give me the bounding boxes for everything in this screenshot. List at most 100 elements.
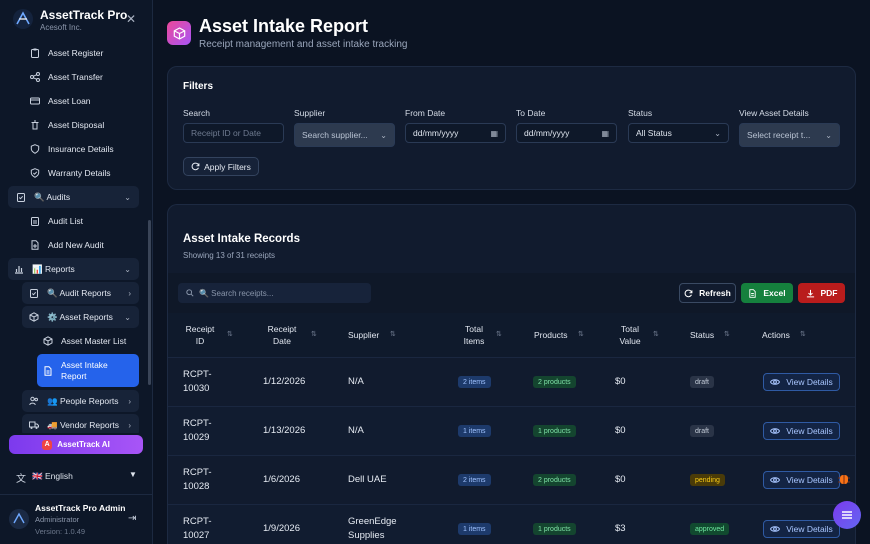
view-details-button[interactable]: View Details: [763, 373, 840, 391]
to-date-input[interactable]: dd/mm/yyyy ▦: [516, 123, 617, 143]
close-icon[interactable]: ✕: [126, 12, 137, 26]
sort-icon: ⇅: [227, 331, 233, 338]
column-header-status[interactable]: Status ⇅: [690, 329, 730, 341]
to-date-value: dd/mm/yyyy: [524, 128, 570, 138]
header-line-1: Receipt: [185, 324, 215, 334]
status-badge: draft: [690, 376, 715, 388]
supplier-cell: GreenEdge Supplies: [348, 515, 397, 543]
view-details-button[interactable]: View Details: [763, 471, 840, 489]
column-header-products[interactable]: Products ⇅: [534, 329, 584, 341]
chevron-down-icon: ⌄: [124, 264, 131, 274]
header-line-2: Value: [619, 336, 641, 346]
status-badge: pending: [690, 474, 725, 486]
supplier-value: Search supplier...: [302, 130, 368, 140]
sidebar-item-asset-register[interactable]: Asset Register: [30, 42, 142, 64]
column-header-actions[interactable]: Actions ⇅: [762, 329, 806, 341]
status-value: All Status: [636, 128, 672, 138]
pdf-label: PDF: [820, 288, 838, 298]
records-search-placeholder: 🔍 Search receipts...: [199, 288, 274, 298]
receipt-id-cell: RCPT- 10029: [183, 417, 212, 445]
bug-report-icon[interactable]: [833, 468, 855, 490]
search-input[interactable]: Receipt ID or Date: [183, 123, 284, 143]
sidebar-item-asset-master-list[interactable]: Asset Master List: [37, 330, 139, 352]
view-details-label: View Details: [786, 475, 833, 485]
column-header-receipt-id[interactable]: Receipt ID ⇅: [185, 323, 233, 347]
sidebar-item-asset-reports[interactable]: ⚙️ Asset Reports ⌄: [22, 306, 139, 328]
refresh-icon: [684, 289, 693, 297]
chevron-down-icon: ⌄: [124, 192, 131, 202]
sidebar-item-asset-intake-report[interactable]: Asset Intake Report: [37, 354, 139, 387]
sidebar-item-audit-reports[interactable]: 🔍 Audit Reports ›: [22, 282, 139, 304]
view-details-button[interactable]: View Details: [763, 520, 840, 538]
sidebar-item-add-new-audit[interactable]: Add New Audit: [30, 234, 142, 256]
table-row: RCPT- 10029 1/13/2026 N/A 1 items 1 produ…: [168, 406, 855, 455]
refresh-button[interactable]: Refresh: [679, 283, 736, 303]
search-label: Search: [183, 108, 210, 118]
column-header-total-items[interactable]: Total Items ⇅: [462, 323, 502, 347]
excel-button[interactable]: Excel: [741, 283, 793, 303]
total-value-cell: $0: [615, 474, 626, 485]
menu-icon: [842, 511, 852, 519]
chevron-right-icon: ›: [128, 396, 131, 406]
box-icon: [43, 336, 53, 346]
column-header-total-value[interactable]: Total Value ⇅: [619, 323, 658, 347]
sort-icon: ⇅: [496, 331, 502, 338]
sidebar-item-people-reports[interactable]: 👥 People Reports ›: [22, 390, 139, 412]
shield-check-icon: [30, 168, 40, 178]
supplier-select[interactable]: Search supplier... ⌄: [294, 123, 395, 147]
sidebar-item-asset-transfer[interactable]: Asset Transfer: [30, 66, 142, 88]
sidebar-scrollbar[interactable]: [148, 220, 151, 385]
floating-menu-button[interactable]: [833, 501, 861, 529]
column-header-supplier[interactable]: Supplier ⇅: [348, 329, 396, 341]
sidebar-group-audits[interactable]: 🔍 Audits ⌄: [8, 186, 139, 208]
calendar-icon[interactable]: ▦: [490, 128, 498, 138]
filters-panel: Filters Search Receipt ID or Date Suppli…: [167, 66, 856, 190]
header-line-2: Date: [273, 336, 291, 346]
sort-icon: ⇅: [390, 331, 396, 338]
receipt-id-line-2: 10028: [183, 481, 210, 492]
from-date-label: From Date: [405, 108, 446, 118]
sidebar-item-asset-disposal[interactable]: Asset Disposal: [30, 114, 142, 136]
sidebar-item-warranty-details[interactable]: Warranty Details: [30, 162, 142, 184]
view-details-button[interactable]: View Details: [763, 422, 840, 440]
sidebar-item-label: Warranty Details: [48, 168, 111, 178]
chevron-down-icon: ⌄: [825, 130, 832, 140]
chevron-down-icon: ⌄: [124, 312, 131, 322]
apply-filters-button[interactable]: Apply Filters: [183, 157, 259, 176]
clipboard-icon: [30, 289, 38, 298]
assettrack-ai-button[interactable]: A AssetTrack AI: [9, 435, 143, 454]
logout-icon[interactable]: ⇥: [128, 513, 137, 524]
records-title: Asset Intake Records: [183, 233, 300, 245]
products-badge: 2 products: [533, 474, 576, 486]
pdf-button[interactable]: PDF: [798, 283, 845, 303]
sidebar-item-insurance-details[interactable]: Insurance Details: [30, 138, 142, 160]
status-select[interactable]: All Status ⌄: [628, 123, 729, 143]
status-label: Status: [628, 108, 653, 118]
view-details-label: View Details: [786, 426, 833, 436]
total-value-cell: $0: [615, 425, 626, 436]
column-header-receipt-date[interactable]: Receipt Date ⇅: [267, 323, 317, 347]
user-panel: AssetTrack Pro Admin Administrator Versi…: [0, 494, 153, 544]
sidebar-group-reports[interactable]: 📊 Reports ⌄: [8, 258, 139, 280]
header-line-1: Total: [621, 324, 639, 334]
supplier-label: Supplier: [294, 108, 326, 118]
view-asset-details-select[interactable]: Select receipt t... ⌄: [739, 123, 840, 147]
eye-icon: [770, 379, 781, 385]
language-selector[interactable]: 文 🇬🇧 English ▼: [0, 466, 153, 486]
from-date-input[interactable]: dd/mm/yyyy ▦: [405, 123, 506, 143]
table-row: RCPT- 10030 1/12/2026 N/A 2 items 2 produ…: [168, 357, 855, 406]
receipt-id-line-1: RCPT-: [183, 369, 212, 380]
page-subtitle: Receipt management and asset intake trac…: [199, 39, 408, 50]
apply-filters-label: Apply Filters: [204, 161, 251, 172]
records-search-input[interactable]: 🔍 Search receipts...: [178, 283, 371, 303]
total-value-cell: $0: [615, 376, 626, 387]
calendar-icon[interactable]: ▦: [601, 128, 609, 138]
sidebar-item-audit-list[interactable]: Audit List: [30, 210, 142, 232]
sidebar-item-vendor-reports[interactable]: 🚚 Vendor Reports ›: [22, 414, 139, 433]
label-line-2: Report: [61, 370, 87, 381]
ai-icon: A: [42, 439, 53, 450]
brand: AssetTrack Pro Acesoft Inc. ✕: [0, 0, 153, 40]
file-text-icon: [44, 365, 52, 376]
sidebar-item-asset-loan[interactable]: Asset Loan: [30, 90, 142, 112]
status-badge: draft: [690, 425, 715, 437]
